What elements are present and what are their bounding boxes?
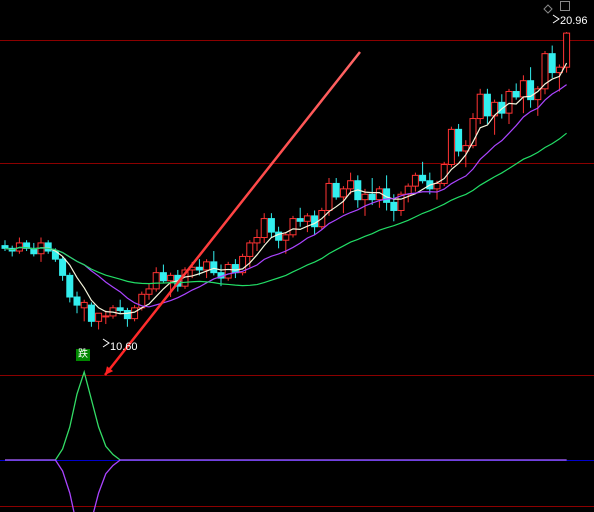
price-label-high: 20.96 [560,15,588,27]
corner-square-icon [560,1,570,11]
chart-svg [0,0,594,512]
drop-badge: 跌 [76,349,90,361]
price-label-low: 10.60 [110,341,138,353]
candlestick-chart: { "canvas": { "width": 594, "height": 51… [0,0,594,512]
